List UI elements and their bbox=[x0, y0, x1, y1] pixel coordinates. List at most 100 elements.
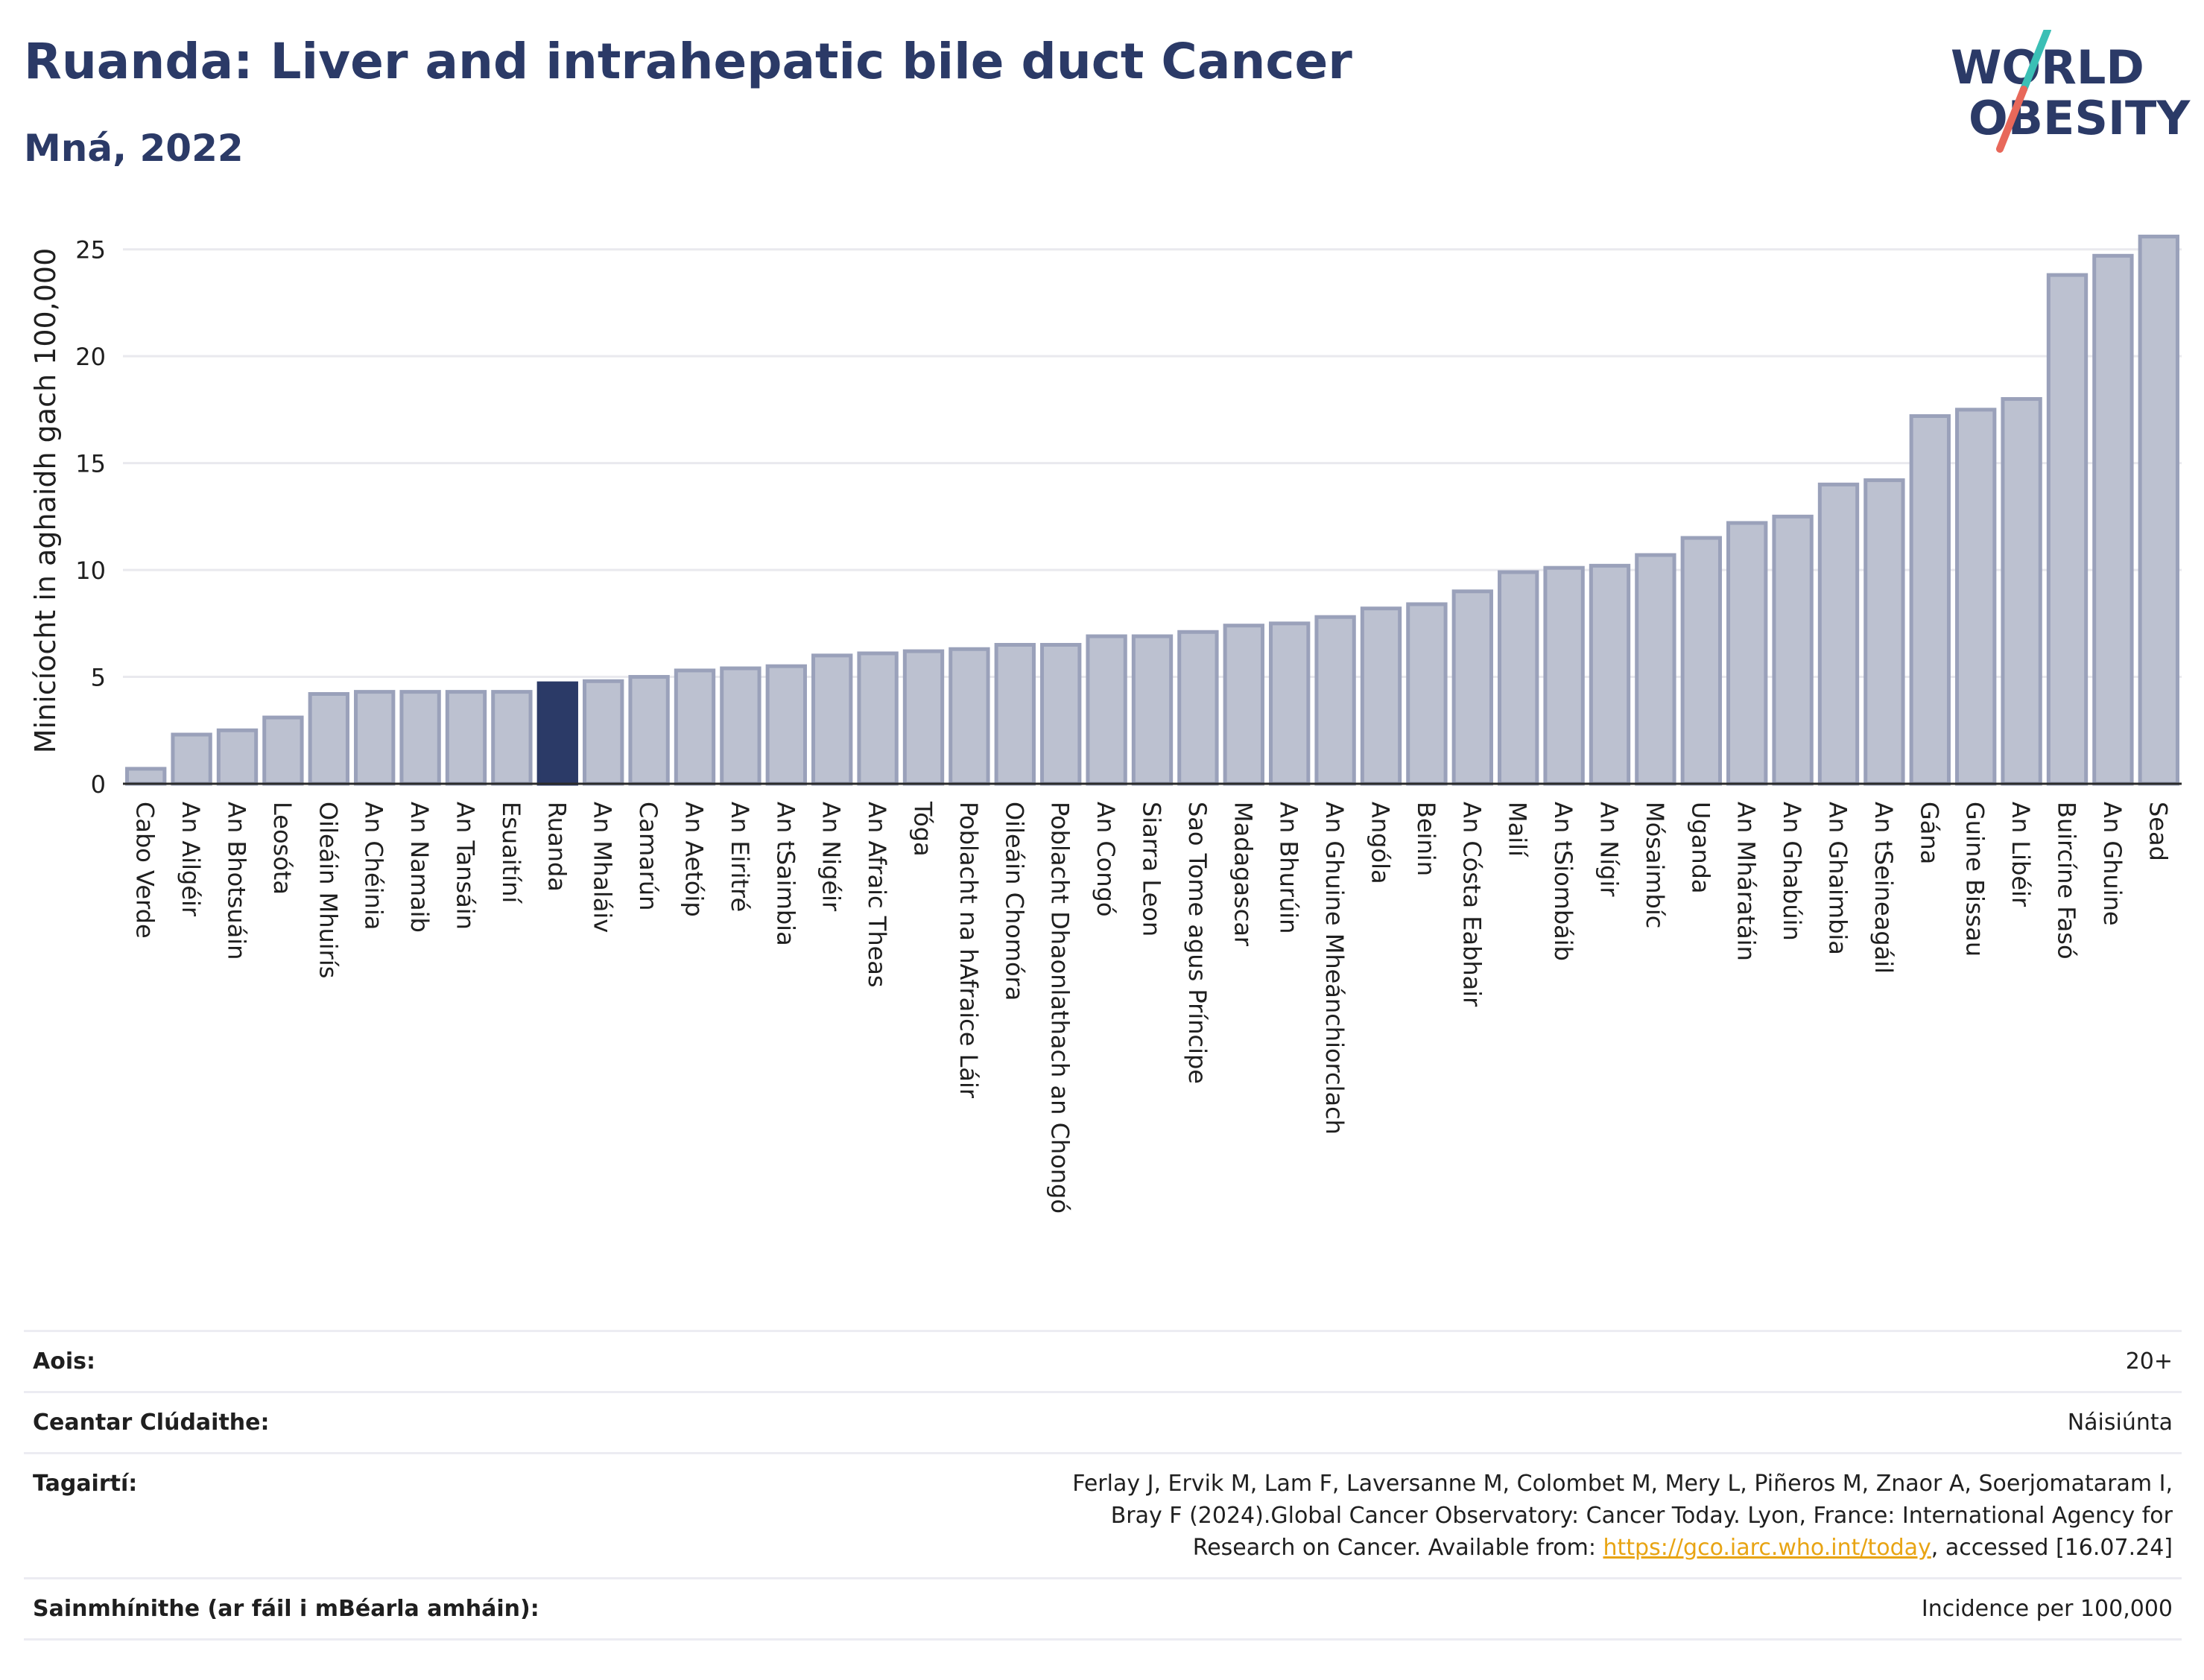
bar bbox=[2092, 253, 2134, 786]
x-tick-label: Mailí bbox=[1504, 802, 1532, 858]
bar bbox=[1955, 408, 1997, 786]
x-tick-label: An Libéir bbox=[2007, 802, 2035, 907]
bar bbox=[1451, 589, 1493, 786]
x-tick-label: Leosóta bbox=[268, 802, 297, 895]
bar bbox=[1223, 624, 1264, 786]
chart-title: Ruanda: Liver and intrahepatic bile duct… bbox=[24, 33, 1352, 90]
x-tick-label: Sead bbox=[2144, 802, 2172, 861]
bar bbox=[2001, 397, 2042, 786]
x-tick-label: An Namaib bbox=[405, 802, 434, 933]
x-tick-label: An Congó bbox=[1092, 802, 1120, 916]
x-tick-label: Oileáin Mhuirís bbox=[314, 802, 342, 978]
bar bbox=[1909, 413, 1951, 786]
ref-link[interactable]: https://gco.iarc.who.int/today bbox=[1603, 1535, 1931, 1561]
x-tick-label: Esuaitíní bbox=[497, 802, 525, 904]
x-tick-label: An Chéinia bbox=[360, 802, 388, 930]
y-tick-labels: 0 5 10 15 20 25 bbox=[75, 236, 106, 799]
logo-slash-top bbox=[2020, 30, 2051, 93]
x-tick-label: Buircíne Fasó bbox=[2053, 802, 2081, 960]
x-tick-label: Cabo Verde bbox=[131, 802, 159, 939]
bar bbox=[399, 690, 441, 786]
x-tick-label: Beinin bbox=[1412, 802, 1440, 876]
bar bbox=[628, 675, 670, 786]
bar bbox=[1314, 615, 1356, 786]
x-tick-label: An Ghaimbia bbox=[1824, 802, 1852, 955]
x-tick-label: Angóla bbox=[1367, 802, 1395, 884]
y-tick-label: 5 bbox=[91, 664, 106, 692]
bar bbox=[308, 691, 349, 786]
bar bbox=[1131, 634, 1174, 786]
info-row-area: Ceantar Clúdaithe: Náisiúnta bbox=[24, 1391, 2182, 1454]
x-tick-label: An Mhaláiv bbox=[589, 802, 617, 933]
x-tick-label: An Mháratáin bbox=[1732, 802, 1761, 961]
x-tick-label: An Ghuine Mheánchiorclach bbox=[1320, 802, 1349, 1135]
x-tick-label: Sao Tome agus Príncipe bbox=[1183, 802, 1212, 1084]
x-tick-label: An Bhotsuáin bbox=[223, 802, 251, 960]
x-tick-label: An Nígir bbox=[1595, 802, 1624, 897]
bar-chart: 0 5 10 15 20 25 Cabo Verde An Ailgéir An Bhotsu… bbox=[29, 234, 2182, 1214]
ref-text-1: Ferlay J, Ervik M, Lam F, Laversanne M, … bbox=[1072, 1471, 2173, 1561]
x-tick-label: Uganda bbox=[1686, 802, 1714, 894]
bar bbox=[1406, 602, 1448, 786]
area-label: Ceantar Clúdaithe: bbox=[24, 1391, 548, 1454]
age-value: 20+ bbox=[548, 1330, 2182, 1392]
x-tick-label: An Tansáin bbox=[452, 802, 480, 930]
bar bbox=[125, 767, 167, 786]
chart-subtitle: Mná, 2022 bbox=[24, 127, 244, 170]
def-value: Incidence per 100,000 bbox=[548, 1577, 2182, 1641]
bar bbox=[171, 732, 212, 786]
x-tick-label: Tóga bbox=[909, 801, 937, 857]
age-label: Aois: bbox=[24, 1330, 548, 1392]
x-tick-label: An Ghabúin bbox=[1778, 802, 1806, 941]
logo-line1: WORLD bbox=[1951, 40, 2144, 95]
bar bbox=[1086, 634, 1127, 786]
ref-text-2: , accessed [16.07.24] bbox=[1931, 1535, 2173, 1561]
bar bbox=[1543, 565, 1585, 786]
bar bbox=[1726, 521, 1768, 786]
bar bbox=[491, 690, 533, 786]
bar bbox=[674, 668, 716, 786]
x-tick-label: An Afraic Theas bbox=[863, 802, 891, 988]
bar bbox=[1817, 482, 1860, 786]
x-tick-label: An Eiritré bbox=[726, 802, 754, 912]
x-tick-label: Camarún bbox=[634, 802, 662, 910]
bar bbox=[857, 651, 899, 786]
x-tick-label: Poblacht na hAfraice Láir bbox=[954, 802, 983, 1099]
bar bbox=[1177, 630, 1219, 786]
x-tick-label: Madagascar bbox=[1229, 802, 1257, 947]
bar bbox=[1360, 606, 1402, 786]
x-tick-label: Mósaimbíc bbox=[1641, 802, 1669, 928]
bar bbox=[949, 647, 990, 786]
logo-slash-bottom bbox=[1996, 86, 2027, 153]
x-tick-label: Poblacht Dhaonlathach an Chongó bbox=[1046, 802, 1074, 1214]
bar bbox=[2138, 234, 2179, 786]
y-tick-label: 15 bbox=[75, 450, 106, 478]
def-label: Sainmhínithe (ar fáil i mBéarla amháin): bbox=[24, 1577, 548, 1641]
bar bbox=[994, 643, 1036, 786]
bar bbox=[583, 679, 624, 786]
x-tick-label: Ruanda bbox=[542, 802, 571, 892]
x-tick-label: An Ailgéir bbox=[177, 802, 205, 917]
bar bbox=[262, 715, 304, 786]
bar bbox=[902, 649, 945, 786]
bar bbox=[1589, 563, 1631, 786]
bar bbox=[1772, 514, 1814, 786]
x-tick-label: An Bhurúin bbox=[1275, 802, 1303, 933]
x-tick-label: An tSaimbia bbox=[771, 802, 799, 946]
bar bbox=[765, 664, 807, 786]
bar bbox=[1040, 643, 1082, 786]
ref-value: Ferlay J, Ervik M, Lam F, Laversanne M, … bbox=[548, 1452, 2182, 1579]
info-row-age: Aois: 20+ bbox=[24, 1330, 2182, 1392]
area-value: Náisiúnta bbox=[548, 1391, 2182, 1454]
x-tick-label: An tSeineagáil bbox=[1869, 802, 1898, 974]
bar bbox=[720, 666, 761, 786]
x-tick-label: An Cósta Eabhair bbox=[1457, 802, 1486, 1007]
world-obesity-logo: WORLD OBESITY bbox=[1951, 30, 2191, 153]
x-tick-label: An tSiombáib bbox=[1549, 802, 1577, 961]
y-tick-label: 20 bbox=[75, 343, 106, 371]
x-tick-label: An Aetóip bbox=[680, 802, 709, 917]
x-tick-label: An Ghuine bbox=[2098, 802, 2127, 926]
bar bbox=[445, 690, 487, 786]
x-tick-label: Oileáin Chomóra bbox=[1000, 802, 1028, 1001]
info-row-references: Tagairtí: Ferlay J, Ervik M, Lam F, Lave… bbox=[24, 1452, 2182, 1579]
